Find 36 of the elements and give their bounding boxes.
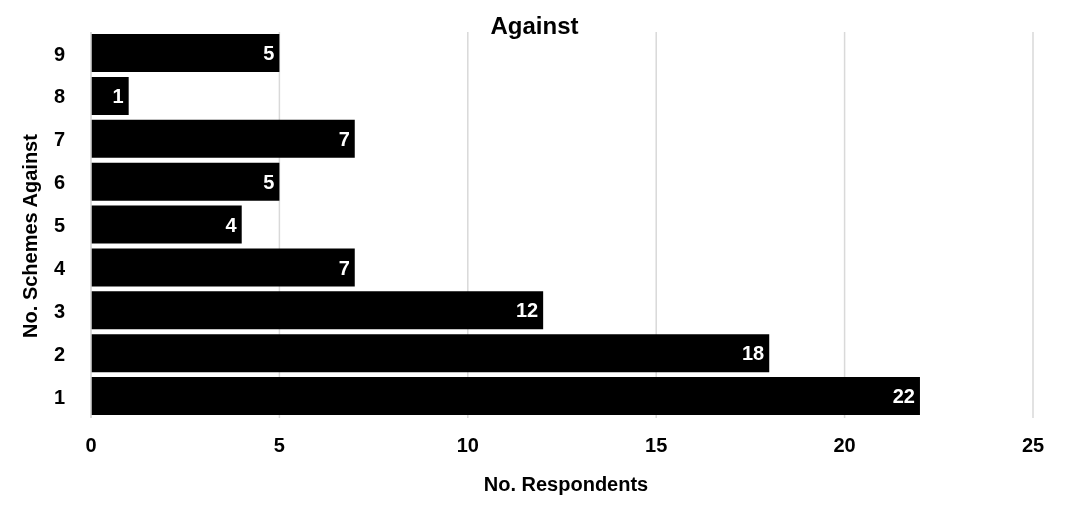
bar [91,377,920,416]
data-label: 1 [112,84,124,107]
chart-title: Against [489,12,580,40]
bar [91,162,280,201]
data-label: 22 [892,385,915,408]
y-tick-label: 7 [53,128,65,151]
x-tick-label: 10 [456,434,479,457]
y-tick-label: 3 [53,299,65,322]
y-axis-title: No. Schemes Against [18,134,42,338]
x-tick-label: 0 [85,434,97,457]
data-label: 5 [263,170,275,193]
bar [91,291,544,330]
x-tick-label: 20 [833,434,856,457]
y-tick-label: 4 [53,256,66,279]
data-label: 18 [741,342,765,365]
x-tick-label: 5 [273,434,285,457]
y-tick-label: 9 [53,42,65,65]
y-tick-label: 1 [53,385,65,408]
bar [91,248,355,287]
bar [91,76,129,115]
data-label: 4 [225,213,238,236]
x-tick-label: 15 [645,434,668,457]
data-label: 5 [263,42,275,65]
bar [91,205,242,244]
data-label: 7 [338,127,350,150]
x-axis-title: No. Respondents [482,473,650,496]
bar [91,119,355,158]
data-label: 7 [338,256,350,279]
y-tick-label: 6 [53,171,65,194]
y-tick-label: 5 [53,214,65,237]
bar [91,34,280,72]
y-tick-label: 2 [53,342,65,365]
y-tick-label: 8 [53,85,65,108]
bar [91,334,770,373]
data-label: 12 [515,299,539,322]
x-tick-label: 25 [1021,434,1045,457]
